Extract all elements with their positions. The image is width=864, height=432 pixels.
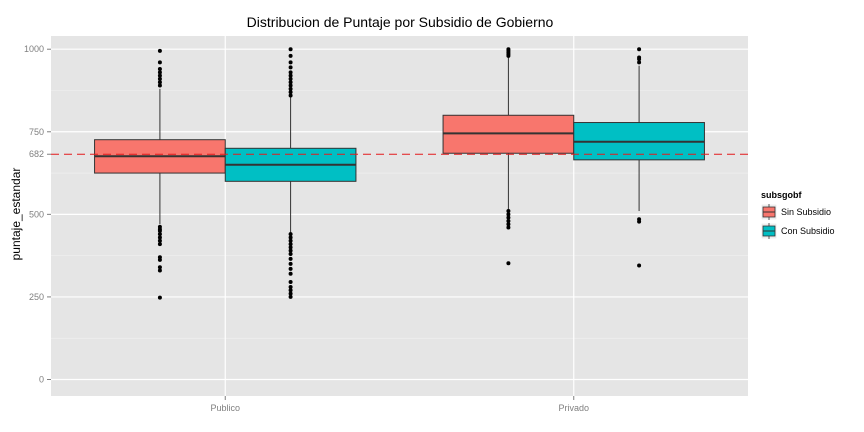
legend: subsgobf Sin Subsidio Con Subsidio [761, 190, 835, 239]
outlier-point [288, 86, 293, 91]
x-tick-label: Privado [558, 403, 589, 413]
outlier-point [506, 215, 511, 220]
y-tick-label: 250 [29, 292, 44, 302]
outlier-point [288, 238, 293, 243]
plot-area: 0 250 500 682 750 1000 Publico Privado [24, 36, 748, 413]
x-tick-label: Publico [210, 403, 240, 413]
outlier-point [288, 294, 293, 299]
outlier-point [157, 60, 162, 65]
y-tick-label: 750 [29, 127, 44, 137]
outlier-point [288, 242, 293, 247]
outlier-point [288, 266, 293, 271]
outlier-point [157, 76, 162, 81]
y-tick-label: 500 [29, 209, 44, 219]
outlier-point [288, 83, 293, 88]
outlier-point [157, 238, 162, 243]
outlier-point [288, 47, 293, 52]
outlier-point [288, 285, 293, 290]
outlier-point [288, 53, 293, 58]
outlier-point [157, 265, 162, 270]
outlier-point [506, 218, 511, 223]
outlier-point [506, 209, 511, 214]
legend-label: Sin Subsidio [781, 207, 831, 217]
outlier-point [288, 280, 293, 285]
outlier-point [157, 232, 162, 237]
outlier-point [157, 80, 162, 85]
outlier-point [157, 48, 162, 53]
outlier-point [288, 80, 293, 85]
chart-title: Distribucion de Puntaje por Subsidio de … [247, 14, 554, 30]
legend-label: Con Subsidio [781, 226, 835, 236]
outlier-point [288, 90, 293, 95]
plot-panel [51, 36, 748, 396]
outlier-point [288, 65, 293, 70]
outlier-point [157, 67, 162, 72]
outlier-point [157, 242, 162, 247]
outlier-point [288, 291, 293, 296]
outlier-point [288, 232, 293, 237]
outlier-point [637, 47, 642, 52]
outlier-point [157, 268, 162, 273]
outlier-point [288, 76, 293, 81]
outlier-point [506, 222, 511, 227]
y-axis-title: puntaje_estandar [9, 168, 23, 261]
outlier-point [157, 83, 162, 88]
outlier-point [506, 47, 511, 52]
outlier-point [506, 212, 511, 217]
outlier-point [288, 73, 293, 78]
y-tick-label: 1000 [24, 44, 44, 54]
outlier-point [157, 295, 162, 300]
outlier-point [288, 235, 293, 240]
outlier-point [157, 73, 162, 78]
outlier-point [288, 70, 293, 75]
outlier-point [637, 60, 642, 65]
y-tick-label: 682 [29, 149, 44, 159]
outlier-point [288, 251, 293, 256]
outlier-point [506, 225, 511, 230]
y-tick-label: 0 [39, 374, 44, 384]
outlier-point [288, 248, 293, 253]
outlier-point [288, 261, 293, 266]
outlier-point [637, 263, 642, 268]
outlier-point [637, 217, 642, 222]
outlier-point [288, 271, 293, 276]
outlier-point [288, 288, 293, 293]
legend-title: subsgobf [761, 190, 802, 200]
outlier-point [288, 60, 293, 65]
outlier-point [157, 70, 162, 75]
outlier-point [637, 55, 642, 60]
outlier-point [288, 93, 293, 98]
outlier-point [157, 255, 162, 260]
outlier-point [157, 235, 162, 240]
outlier-point [288, 245, 293, 250]
outlier-point [157, 224, 162, 229]
outlier-point [506, 261, 511, 266]
outlier-point [288, 256, 293, 261]
